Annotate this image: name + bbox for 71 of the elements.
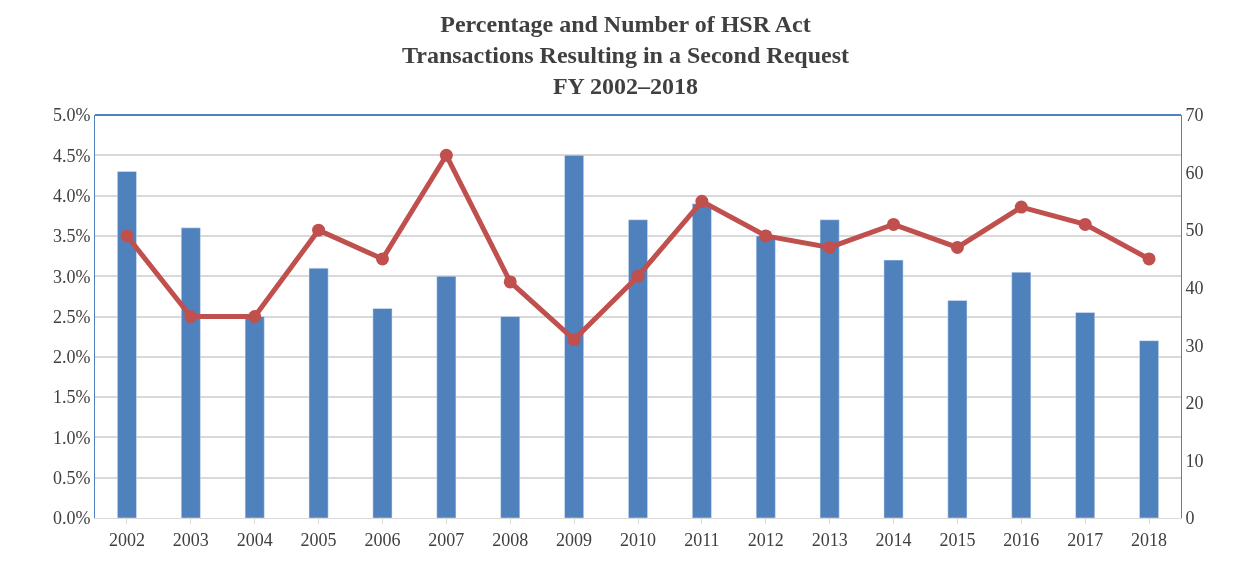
y2-tick-label: 20 <box>1185 393 1204 414</box>
point <box>1014 200 1028 214</box>
bar <box>308 267 329 518</box>
y2-tick-label: 30 <box>1185 335 1204 356</box>
x-tick-label: 2010 <box>620 529 656 550</box>
y2-tick-label: 10 <box>1185 450 1204 471</box>
point <box>759 229 773 243</box>
point <box>439 148 453 162</box>
bar <box>755 235 776 518</box>
bar <box>819 219 840 518</box>
y-tick-label: 1.5% <box>52 387 91 408</box>
x-tick-label: 2017 <box>1067 529 1104 550</box>
y-tick-label: 3.5% <box>52 226 91 247</box>
point <box>503 275 517 289</box>
x-tick-label: 2008 <box>492 529 529 550</box>
y-tick-label: 0.0% <box>52 508 91 529</box>
bar <box>436 275 457 518</box>
x-tick-label: 2011 <box>684 529 720 550</box>
point <box>1142 252 1156 266</box>
y-tick-label: 1.0% <box>52 427 91 448</box>
point <box>950 240 964 254</box>
point <box>823 240 837 254</box>
x-tick-label: 2005 <box>300 529 337 550</box>
y2-tick-label: 40 <box>1185 278 1204 299</box>
x-tick-label: 2012 <box>747 529 784 550</box>
point <box>184 310 198 323</box>
x-tick-label: 2013 <box>811 529 848 550</box>
bar <box>947 300 968 518</box>
point <box>631 269 645 283</box>
x-tick-label: 2014 <box>875 529 912 550</box>
x-tick-label: 2006 <box>364 529 401 550</box>
bar <box>883 259 904 518</box>
point <box>695 194 709 208</box>
y2-tick-label: 50 <box>1185 220 1204 241</box>
x-tick-label: 2004 <box>236 529 273 550</box>
bar <box>564 155 584 518</box>
bar <box>1139 340 1159 518</box>
bar <box>244 316 265 518</box>
bar <box>628 219 648 518</box>
y2-tick-label: 60 <box>1185 162 1204 183</box>
chart-title: Percentage and Number of HSR Act Transactions Resulting in a Second Request FY 2002–2018 <box>402 10 849 100</box>
y-tick-label: 0.5% <box>52 468 91 488</box>
x-tick-label: 2015 <box>939 529 976 550</box>
bar <box>1011 271 1032 518</box>
y2-tick-label: 0 <box>1185 508 1195 529</box>
y-tick-label: 5.0% <box>52 105 91 126</box>
point <box>887 217 901 231</box>
x-tick-label: 2018 <box>1131 529 1168 550</box>
x-tick-label: 2016 <box>1003 529 1040 550</box>
x-tick-label: 2007 <box>428 529 465 550</box>
bar <box>117 171 137 518</box>
bar <box>372 308 393 518</box>
bar <box>500 316 521 518</box>
y-tick-label: 4.5% <box>52 145 91 166</box>
bar <box>692 203 712 518</box>
y-tick-label: 3.0% <box>52 266 91 287</box>
y2-tick-label: 70 <box>1185 105 1204 126</box>
x-tick-label: 2009 <box>556 529 593 550</box>
y-tick-label: 2.0% <box>52 347 91 368</box>
x-tick-label: 2002 <box>108 529 145 550</box>
bar <box>1075 312 1096 518</box>
point <box>312 223 326 237</box>
point <box>248 310 262 323</box>
point <box>375 252 389 266</box>
point <box>1078 217 1092 231</box>
y-tick-label: 2.5% <box>52 306 91 327</box>
y-tick-label: 4.0% <box>52 185 91 206</box>
x-tick-label: 2003 <box>172 529 209 550</box>
point <box>567 333 581 347</box>
bar <box>180 227 201 518</box>
point <box>120 229 134 243</box>
